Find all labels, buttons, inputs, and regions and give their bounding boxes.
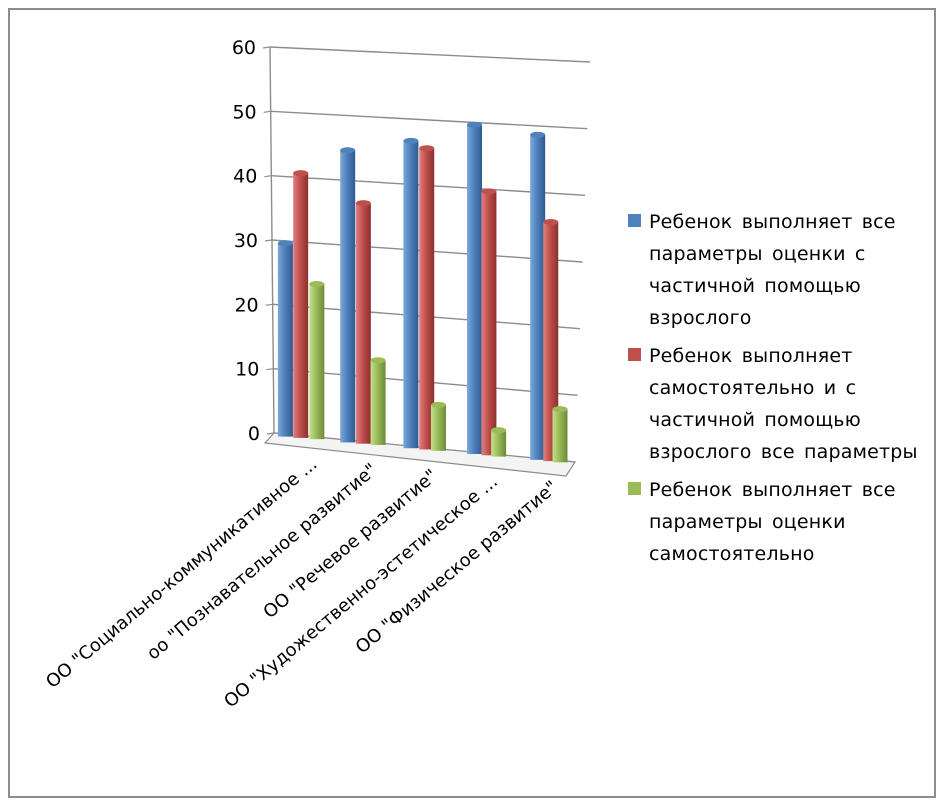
bar-top xyxy=(530,131,546,138)
bar xyxy=(491,430,507,457)
y-tick-label: 60 xyxy=(232,37,256,59)
bar-top xyxy=(543,218,559,225)
bar-top xyxy=(467,121,483,128)
y-tick-mark xyxy=(264,239,273,242)
bar-top xyxy=(403,137,419,144)
bar xyxy=(419,148,435,450)
y-tick-mark xyxy=(262,46,271,49)
bar xyxy=(467,124,483,455)
bar xyxy=(543,221,559,462)
legend-swatch-red xyxy=(628,348,641,361)
bar xyxy=(277,243,293,437)
gridline xyxy=(270,110,588,130)
y-tick-label: 30 xyxy=(234,230,258,252)
bar-top xyxy=(355,200,371,207)
legend-label: Ребенок выполняет все параметры оценки с… xyxy=(649,479,896,565)
bar xyxy=(293,173,309,438)
bar-top xyxy=(491,427,507,434)
legend-label: Ребенок выполняет все параметры оценки с… xyxy=(649,211,896,329)
legend-item-series-1: Ребенок выполняет все параметры оценки с… xyxy=(628,206,938,334)
bar-top xyxy=(430,401,446,408)
bar-top xyxy=(309,280,325,287)
legend-item-series-3: Ребенок выполняет все параметры оценки с… xyxy=(628,474,938,570)
y-axis-line xyxy=(269,46,275,434)
y-tick-label: 50 xyxy=(232,101,256,123)
legend-item-series-2: Ребенок выполняет самостоятельно и с час… xyxy=(628,340,938,468)
y-tick-mark xyxy=(264,175,272,178)
bar-top xyxy=(340,147,356,154)
bar xyxy=(309,283,325,440)
bar xyxy=(340,150,356,443)
y-tick-mark xyxy=(266,432,275,435)
y-tick-label: 10 xyxy=(235,359,259,381)
bar xyxy=(430,404,446,451)
bars xyxy=(277,121,568,463)
y-tick-mark xyxy=(266,368,274,371)
bar xyxy=(481,191,497,456)
y-tick-mark xyxy=(265,303,273,306)
bar-top xyxy=(293,170,309,177)
legend: Ребенок выполняет все параметры оценки с… xyxy=(628,206,938,576)
bar-top xyxy=(277,240,293,247)
bar xyxy=(370,360,386,445)
bar xyxy=(552,409,568,463)
bar xyxy=(530,134,546,460)
legend-swatch-blue xyxy=(628,214,641,227)
legend-swatch-green xyxy=(628,482,641,495)
y-tick-label: 0 xyxy=(248,423,260,445)
bar-top xyxy=(481,188,497,195)
legend-label: Ребенок выполняет самостоятельно и с час… xyxy=(649,345,918,463)
bar-top xyxy=(552,406,568,413)
y-tick-label: 20 xyxy=(234,294,258,316)
bar xyxy=(355,203,371,444)
gridline xyxy=(269,46,591,63)
bar xyxy=(403,140,419,449)
y-tick-label: 40 xyxy=(233,166,257,188)
bar-top xyxy=(419,145,435,152)
y-tick-mark xyxy=(263,110,271,113)
bar-top xyxy=(370,357,386,364)
